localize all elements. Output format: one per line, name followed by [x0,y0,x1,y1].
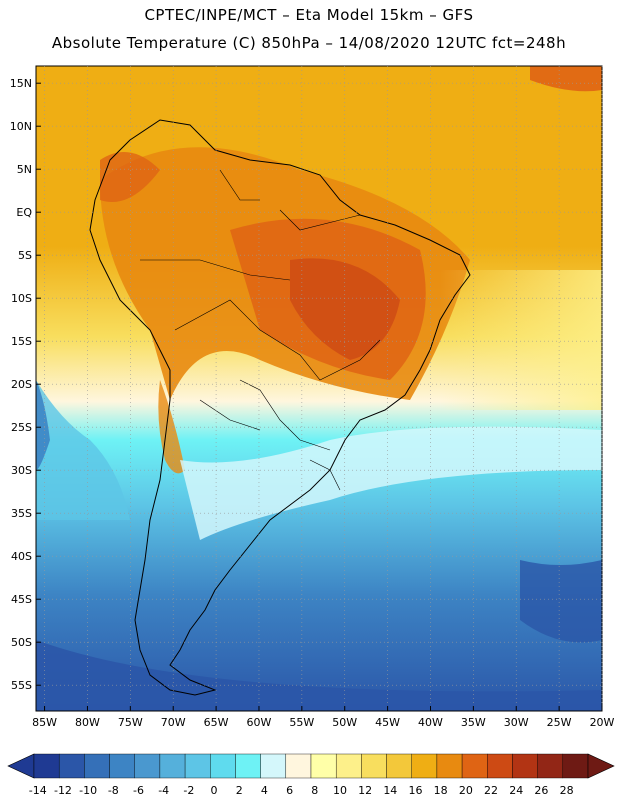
colorbar-swatch [335,753,362,779]
lon-tick-label: 55W [289,716,314,729]
colorbar-label: 20 [459,784,473,797]
lat-tick-label: 35S [11,507,32,520]
colorbar-label: 16 [409,784,423,797]
colorbar-label: -14 [29,784,47,797]
lon-tick-label: 70W [161,716,186,729]
colorbar-swatch [386,753,412,779]
colorbar-swatch [512,753,538,779]
colorbar-swatch [260,753,287,779]
colorbar-swatch [159,753,186,779]
lon-tick-label: 35W [461,716,486,729]
lat-tick-label: 10N [10,120,32,133]
lat-tick-label: 50S [11,636,32,649]
lon-tick-label: 40W [418,716,443,729]
colorbar-label: -12 [54,784,72,797]
colorbar-label: 0 [211,784,218,797]
colorbar-swatch [562,753,589,779]
lon-tick-label: 20W [590,716,615,729]
colorbar-swatch [84,753,110,779]
map-title-line1: CPTEC/INPE/MCT – Eta Model 15km – GFS [144,6,474,24]
lat-tick-label: 40S [11,550,32,563]
colorbar-swatch [310,753,337,779]
map-frame [35,65,603,712]
colorbar-label: 10 [333,784,347,797]
lat-tick-label: 45S [11,593,32,606]
colorbar-swatch [235,753,261,779]
colorbar-label: 2 [236,784,243,797]
colorbar-swatch [184,753,211,779]
colorbar-max-arrow [587,753,615,779]
lat-tick-label: 25S [11,421,32,434]
lon-tick-label: 65W [204,716,229,729]
lon-tick-label: 60W [247,716,272,729]
colorbar-swatch [487,753,513,779]
colorbar-label: 14 [383,784,397,797]
colorbar-label: -4 [158,784,169,797]
colorbar-swatch [109,753,135,779]
colorbar-label: 24 [509,784,523,797]
colorbar-label: 28 [560,784,574,797]
colorbar-label: -2 [183,784,194,797]
colorbar-label: 4 [261,784,268,797]
colorbar-label: 22 [484,784,498,797]
colorbar-swatch [285,753,312,779]
lon-tick-label: 30W [504,716,529,729]
colorbar-label: 12 [358,784,372,797]
lon-tick-label: 50W [332,716,357,729]
lat-tick-label: 55S [11,679,32,692]
lat-tick-label: 30S [11,464,32,477]
longitude-ticks: 85W 80W 75W 70W 65W 60W 55W 50W 45W 40W 35W 30W 25W 2… [32,706,615,729]
lat-tick-label: 5N [17,163,32,176]
lon-tick-label: 85W [32,716,57,729]
latitude-ticks: 15N 10N 5N EQ 5S 10S 15S 20S 25S 30S 35S 40S 45S 50S 5… [10,77,41,692]
colorbar-label: 26 [534,784,548,797]
colorbar-label: 8 [311,784,318,797]
colorbar-swatch [33,753,60,779]
colorbar: -14 -12 -10 -8 -6 -4 -2 0 2 4 6 8 10 12 14 16 18 20 22 24 26… [7,753,615,797]
lat-tick-label: 15N [10,77,32,90]
colorbar-swatch [436,753,463,779]
colorbar-swatch [210,753,236,779]
colorbar-label: 18 [434,784,448,797]
lon-tick-label: 80W [75,716,100,729]
map-title-line2: Absolute Temperature (C) 850hPa – 14/08/… [51,34,567,52]
colorbar-swatch [134,753,161,779]
lon-tick-label: 25W [547,716,572,729]
lon-tick-label: 45W [375,716,400,729]
colorbar-swatch [537,753,564,779]
colorbar-label: -10 [79,784,97,797]
coastline [89,119,471,696]
colorbar-swatch [461,753,488,779]
colorbar-label: -8 [108,784,119,797]
lat-tick-label: 5S [18,249,32,262]
colorbar-swatch [361,753,387,779]
temperature-field [36,66,602,711]
country-borders [140,169,381,491]
colorbar-swatch [411,753,438,779]
colorbar-label: -6 [133,784,144,797]
lat-tick-label: 20S [11,378,32,391]
colorbar-min-arrow [7,753,35,779]
colorbar-swatch [58,753,85,779]
lon-tick-label: 75W [118,716,143,729]
lat-tick-label: EQ [16,206,32,219]
lat-tick-label: 15S [11,335,32,348]
colorbar-label: 6 [286,784,293,797]
lat-tick-label: 10S [11,292,32,305]
